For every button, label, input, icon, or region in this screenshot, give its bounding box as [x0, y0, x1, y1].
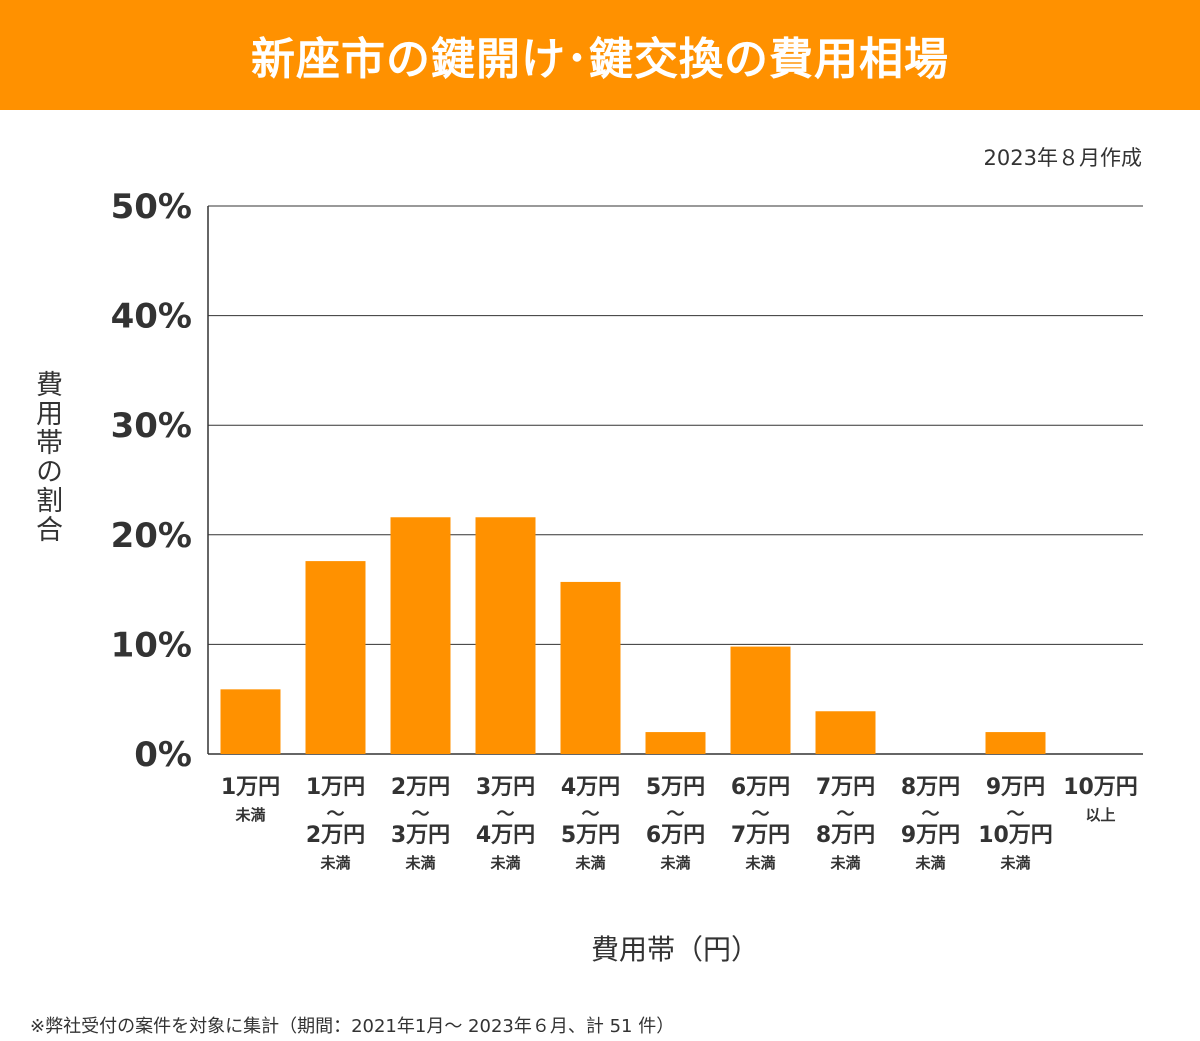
bar	[560, 581, 621, 754]
bar	[220, 689, 281, 754]
x-tick-label: 8万円	[816, 823, 875, 848]
x-tick-label: 未満	[319, 854, 350, 872]
x-tick-label: 2万円	[306, 823, 365, 848]
x-tick-label: 未満	[574, 854, 605, 872]
x-tick-label: ～	[497, 804, 515, 825]
chart-title: 新座市の鍵開け･鍵交換の費用相場	[251, 34, 949, 85]
x-tick-label: 8万円	[901, 775, 960, 800]
x-tick-label: 2万円	[391, 775, 450, 800]
bar	[985, 732, 1046, 754]
bar	[730, 646, 791, 754]
x-tick-label: 未満	[914, 854, 945, 872]
x-tick-label: 以上	[1085, 806, 1115, 824]
x-tick-label: ～	[412, 804, 430, 825]
x-tick-label: 1万円	[306, 775, 365, 800]
x-tick-label: ～	[922, 804, 940, 825]
x-tick-label: 6万円	[731, 775, 790, 800]
x-tick-label: 4万円	[476, 823, 535, 848]
title-banner: 新座市の鍵開け･鍵交換の費用相場	[0, 0, 1200, 110]
x-tick-label: 未満	[659, 854, 690, 872]
y-tick-label: 50%	[111, 187, 192, 227]
bar	[645, 732, 706, 754]
x-tick-label: 5万円	[646, 775, 705, 800]
x-tick-label: ～	[667, 804, 685, 825]
bar	[390, 517, 451, 754]
y-tick-label: 20%	[111, 516, 192, 556]
y-tick-label: 30%	[111, 406, 192, 446]
x-tick-label: 未満	[489, 854, 520, 872]
x-tick-label: 未満	[404, 854, 435, 872]
x-tick-label: 4万円	[561, 775, 620, 800]
x-tick-label: 1万円	[221, 775, 280, 800]
x-tick-label: 5万円	[561, 823, 620, 848]
x-tick-label: 未満	[744, 854, 775, 872]
bar	[475, 517, 536, 754]
date-note: 2023年８月作成	[983, 146, 1142, 170]
x-tick-label: ～	[327, 804, 345, 825]
bar	[815, 711, 876, 754]
x-tick-label: 6万円	[646, 823, 705, 848]
x-tick-label: ～	[752, 804, 770, 825]
x-tick-label: 3万円	[391, 823, 450, 848]
y-axis-label: 費用帯の割合	[31, 370, 62, 544]
x-tick-label: 9万円	[901, 823, 960, 848]
footnote: ※弊社受付の案件を対象に集計（期間：2021年1月～ 2023年６月、計 51 …	[30, 1016, 675, 1037]
x-tick-label: 9万円	[986, 775, 1045, 800]
x-tick-label: ～	[837, 804, 855, 825]
x-axis-label: 費用帯（円）	[590, 933, 759, 966]
y-tick-label: 10%	[111, 625, 192, 665]
x-tick-label: 10万円	[1063, 775, 1138, 800]
bar	[305, 561, 366, 754]
x-tick-label: ～	[582, 804, 600, 825]
x-tick-label: 未満	[234, 806, 265, 824]
x-tick-label: 未満	[829, 854, 860, 872]
x-tick-label: 7万円	[731, 823, 790, 848]
x-tick-label: 10万円	[978, 823, 1053, 848]
y-tick-label: 40%	[111, 297, 192, 337]
y-tick-label: 0%	[134, 735, 192, 775]
x-tick-label: ～	[1007, 804, 1025, 825]
x-tick-label: 未満	[999, 854, 1030, 872]
x-tick-label: 3万円	[476, 775, 535, 800]
x-tick-label: 7万円	[816, 775, 875, 800]
